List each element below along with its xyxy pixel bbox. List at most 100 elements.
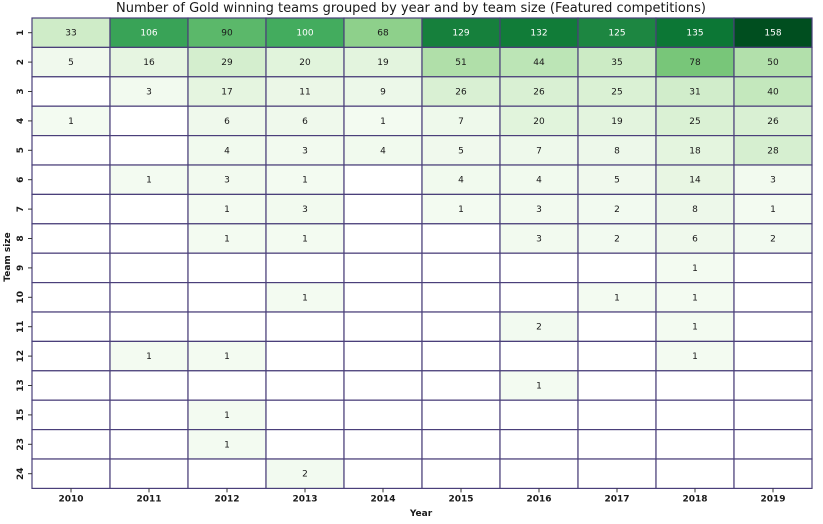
cell-value-label: 8 bbox=[692, 205, 698, 215]
heatmap-cell bbox=[655, 399, 735, 431]
x-tick-label: 2011 bbox=[136, 494, 161, 504]
heatmap-cell bbox=[421, 399, 501, 431]
heatmap-cell bbox=[187, 399, 267, 431]
cell-value-label: 1 bbox=[224, 411, 230, 421]
heatmap-cell bbox=[109, 252, 189, 284]
heatmap-cell bbox=[499, 399, 579, 431]
heatmap-cell bbox=[31, 282, 111, 313]
heatmap-cell bbox=[109, 399, 189, 431]
y-tick-label: 7 bbox=[16, 206, 26, 212]
heatmap-cell bbox=[733, 193, 813, 225]
heatmap-cell bbox=[109, 282, 189, 313]
cell-value-label: 50 bbox=[767, 58, 779, 68]
cell-value-label: 100 bbox=[296, 29, 313, 39]
cell-value-label: 26 bbox=[533, 88, 545, 98]
cell-value-label: 3 bbox=[302, 205, 308, 215]
y-tick-label: 24 bbox=[16, 467, 26, 480]
cell-value-label: 68 bbox=[377, 29, 389, 39]
heatmap-cell bbox=[499, 282, 579, 313]
cell-value-label: 44 bbox=[533, 58, 545, 68]
heatmap-cell bbox=[577, 46, 657, 78]
heatmap-cell bbox=[31, 340, 111, 372]
heatmap-cell bbox=[655, 252, 735, 284]
heatmap-cell bbox=[499, 311, 579, 342]
heatmap-cell bbox=[733, 46, 813, 78]
heatmap-cell bbox=[733, 135, 813, 166]
heatmap-cell bbox=[187, 429, 267, 460]
heatmap-cell bbox=[577, 340, 657, 372]
heatmap-cell bbox=[109, 17, 189, 48]
heatmap-cell bbox=[343, 370, 423, 401]
heatmap-cell bbox=[577, 282, 657, 313]
heatmap-cell bbox=[187, 105, 267, 137]
heatmap-cell bbox=[109, 340, 189, 372]
heatmap-cell bbox=[31, 223, 111, 254]
heatmap-cell bbox=[499, 340, 579, 372]
y-tick-label: 13 bbox=[16, 379, 26, 392]
y-tick-label: 12 bbox=[16, 350, 26, 363]
heatmap-cell bbox=[499, 429, 579, 460]
heatmap-cell bbox=[499, 458, 579, 489]
cell-value-label: 1 bbox=[224, 352, 230, 362]
heatmap-cell bbox=[733, 164, 813, 195]
heatmap-cell bbox=[421, 340, 501, 372]
heatmap-cell bbox=[109, 76, 189, 107]
heatmap-cell bbox=[421, 17, 501, 48]
heatmap-cell bbox=[421, 282, 501, 313]
heatmap-cell bbox=[577, 429, 657, 460]
heatmap-cell bbox=[343, 282, 423, 313]
cell-value-label: 3 bbox=[224, 176, 230, 186]
heatmap-cell bbox=[109, 105, 189, 137]
y-tick-label: 2 bbox=[16, 59, 26, 65]
cell-value-label: 26 bbox=[455, 88, 467, 98]
heatmap-cell bbox=[733, 370, 813, 401]
heatmap-cell bbox=[733, 282, 813, 313]
x-tick-label: 2015 bbox=[448, 494, 473, 504]
y-tick-label: 11 bbox=[16, 320, 26, 333]
heatmap-cell bbox=[421, 135, 501, 166]
heatmap-cell bbox=[421, 458, 501, 489]
cell-value-label: 1 bbox=[692, 352, 698, 362]
cell-value-label: 3 bbox=[146, 88, 152, 98]
cell-value-label: 1 bbox=[68, 117, 74, 127]
heatmap-cell bbox=[109, 458, 189, 489]
cell-value-label: 1 bbox=[614, 293, 620, 303]
heatmap-cell bbox=[109, 193, 189, 225]
heatmap-cell bbox=[187, 164, 267, 195]
x-axis-ticks: 2010 2011 2012 2013 2014 2015 2016 2017 2018 2019 bbox=[58, 488, 786, 504]
heatmap-cell bbox=[265, 399, 345, 431]
cell-value-label: 2 bbox=[302, 470, 308, 480]
heatmap-cell bbox=[343, 223, 423, 254]
heatmap-cell bbox=[655, 429, 735, 460]
heatmap-cell bbox=[109, 164, 189, 195]
heatmap-cell bbox=[577, 193, 657, 225]
heatmap-cell bbox=[31, 429, 111, 460]
heatmap-cell bbox=[31, 252, 111, 284]
heatmap-cell bbox=[31, 399, 111, 431]
heatmap-cell bbox=[655, 46, 735, 78]
heatmap-cell bbox=[421, 252, 501, 284]
y-tick-label: 4 bbox=[16, 118, 26, 124]
heatmap-cell bbox=[733, 223, 813, 254]
cell-value-label: 25 bbox=[689, 117, 700, 127]
cell-value-label: 1 bbox=[224, 235, 230, 245]
heatmap-cell bbox=[343, 340, 423, 372]
heatmap-cell bbox=[31, 135, 111, 166]
cell-value-label: 1 bbox=[770, 205, 776, 215]
cell-value-label: 5 bbox=[614, 176, 620, 186]
cell-value-label: 20 bbox=[533, 117, 545, 127]
cell-value-label: 4 bbox=[458, 176, 464, 186]
heatmap-cell bbox=[265, 164, 345, 195]
cell-value-label: 19 bbox=[611, 117, 623, 127]
heatmap-cell bbox=[577, 17, 657, 48]
cell-value-label: 7 bbox=[536, 146, 542, 156]
heatmap-cell bbox=[499, 223, 579, 254]
x-tick-label: 2010 bbox=[58, 494, 83, 504]
heatmap-cell bbox=[577, 105, 657, 137]
heatmap-cell bbox=[421, 311, 501, 342]
y-tick-label: 23 bbox=[16, 438, 26, 451]
heatmap-cell bbox=[343, 429, 423, 460]
heatmap-cell bbox=[577, 370, 657, 401]
heatmap-cell bbox=[343, 311, 423, 342]
